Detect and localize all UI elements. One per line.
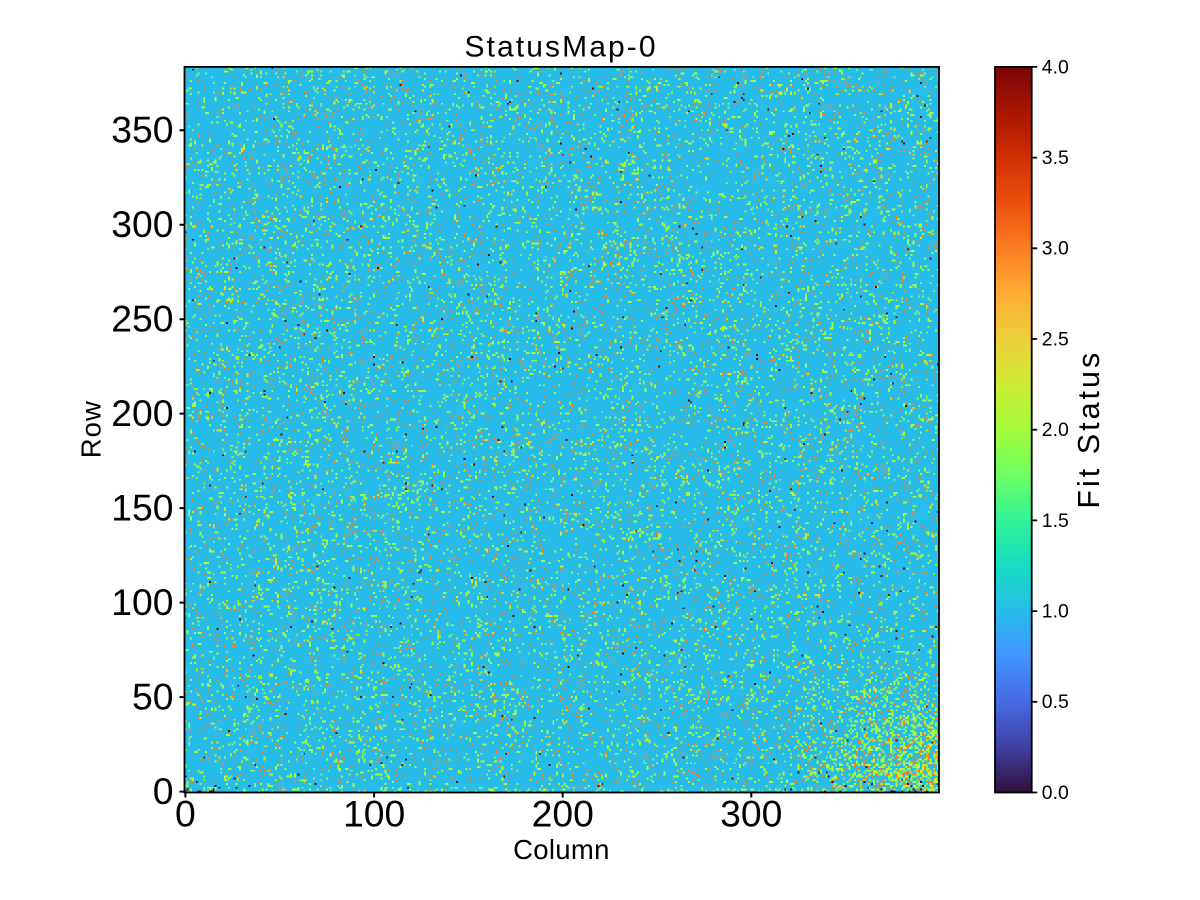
svg-text:StatusMap-0: StatusMap-0 (465, 31, 658, 64)
svg-text:200: 200 (532, 793, 594, 835)
svg-text:0: 0 (175, 793, 196, 835)
svg-text:0.5: 0.5 (1042, 691, 1069, 713)
svg-text:350: 350 (111, 109, 173, 151)
svg-text:50: 50 (132, 675, 174, 717)
svg-text:150: 150 (111, 486, 173, 528)
svg-text:200: 200 (111, 392, 173, 434)
svg-text:Row: Row (76, 400, 107, 458)
svg-text:250: 250 (111, 298, 173, 340)
svg-text:Column: Column (513, 834, 610, 865)
svg-text:3.0: 3.0 (1042, 238, 1069, 260)
svg-text:1.0: 1.0 (1042, 601, 1069, 623)
svg-text:3.5: 3.5 (1042, 147, 1069, 169)
svg-text:100: 100 (111, 581, 173, 623)
svg-text:100: 100 (343, 793, 405, 835)
svg-text:Fit Status: Fit Status (1072, 350, 1106, 509)
svg-text:4.0: 4.0 (1042, 56, 1069, 78)
svg-text:0: 0 (153, 770, 174, 812)
svg-text:0.0: 0.0 (1042, 782, 1069, 804)
svg-text:2.5: 2.5 (1042, 328, 1069, 350)
svg-text:2.0: 2.0 (1042, 419, 1069, 441)
svg-text:300: 300 (111, 203, 173, 245)
svg-text:300: 300 (720, 793, 782, 835)
svg-text:1.5: 1.5 (1042, 510, 1069, 532)
